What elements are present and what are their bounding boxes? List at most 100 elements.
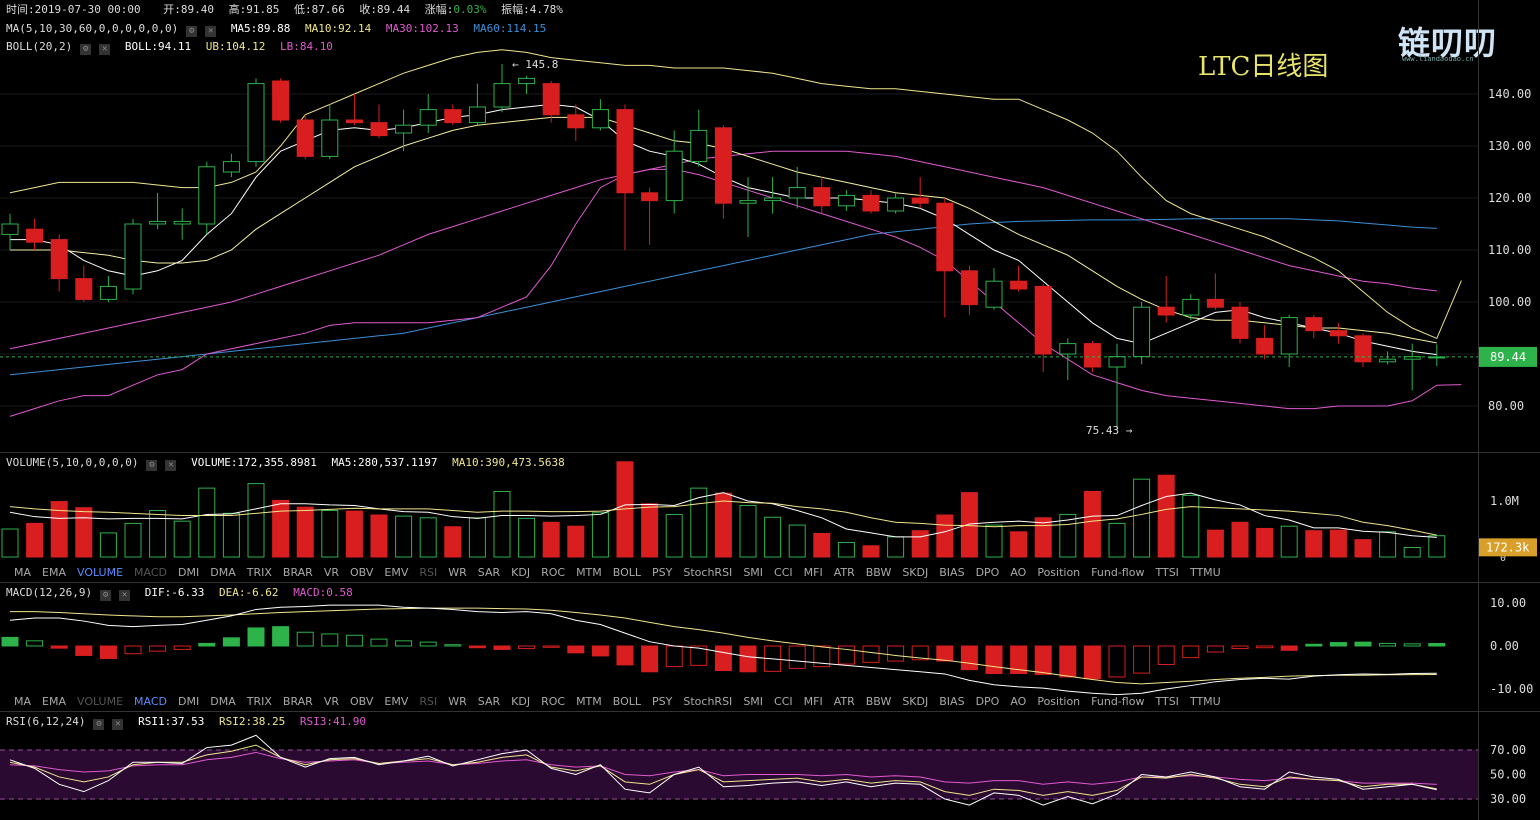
macd-histogram-bar bbox=[714, 645, 732, 672]
close-icon[interactable]: ✕ bbox=[165, 460, 177, 471]
indicator-tab-atr[interactable]: ATR bbox=[833, 566, 855, 579]
indicator-tab-rsi[interactable]: RSI bbox=[419, 566, 438, 579]
indicator-tab-vr[interactable]: VR bbox=[323, 566, 339, 579]
indicator-tab-dmi[interactable]: DMI bbox=[178, 566, 200, 579]
indicator-tab-smi[interactable]: SMI bbox=[743, 695, 764, 708]
indicator-tab-bbw[interactable]: BBW bbox=[865, 566, 892, 579]
indicator-tab-cci[interactable]: CCI bbox=[774, 566, 793, 579]
indicator-tab-macd[interactable]: MACD bbox=[134, 695, 168, 708]
indicator-tab-trix[interactable]: TRIX bbox=[246, 566, 272, 579]
indicator-tab-dpo[interactable]: DPO bbox=[975, 695, 1000, 708]
indicator-tab-sar[interactable]: SAR bbox=[477, 566, 501, 579]
ma30-value: MA30:102.13 bbox=[385, 22, 459, 35]
macd-histogram-bar bbox=[395, 640, 413, 647]
indicator-tab-obv[interactable]: OBV bbox=[350, 695, 374, 708]
indicator-tab-atr[interactable]: ATR bbox=[833, 695, 855, 708]
indicator-tab-bbw[interactable]: BBW bbox=[865, 695, 892, 708]
macd-histogram-bar bbox=[960, 645, 978, 671]
indicator-tabs-macd: MA EMA VOLUME MACD DMI DMA TRIX BRAR VR OBV EMV RSI… bbox=[14, 695, 1232, 708]
indicator-tab-wr[interactable]: WR bbox=[448, 695, 467, 708]
indicator-tab-boll[interactable]: BOLL bbox=[612, 695, 642, 708]
settings-icon[interactable]: ⚙ bbox=[80, 44, 92, 55]
indicator-tab-ma[interactable]: MA bbox=[14, 566, 32, 579]
indicator-tab-ao[interactable]: AO bbox=[1010, 695, 1027, 708]
indicator-tab-bias[interactable]: BIAS bbox=[939, 566, 965, 579]
indicator-tab-macd[interactable]: MACD bbox=[134, 566, 168, 579]
volume-bar bbox=[1428, 535, 1446, 558]
indicator-tab-position[interactable]: Position bbox=[1037, 566, 1081, 579]
indicator-tab-dma[interactable]: DMA bbox=[210, 566, 236, 579]
indicator-tab-skdj[interactable]: SKDJ bbox=[902, 566, 929, 579]
close-icon[interactable]: ✕ bbox=[99, 44, 111, 55]
candle-body bbox=[567, 114, 585, 129]
indicator-tab-ema[interactable]: EMA bbox=[42, 566, 66, 579]
volume-bar bbox=[1108, 522, 1126, 558]
indicator-tab-ttsi[interactable]: TTSI bbox=[1155, 566, 1179, 579]
indicator-tab-ma[interactable]: MA bbox=[14, 695, 32, 708]
indicator-tab-mfi[interactable]: MFI bbox=[803, 566, 823, 579]
indicator-tab-ttsi[interactable]: TTSI bbox=[1155, 695, 1179, 708]
indicator-tab-skdj[interactable]: SKDJ bbox=[902, 695, 929, 708]
close-label: 收:89.44 bbox=[359, 3, 410, 16]
candle-body bbox=[518, 77, 536, 85]
macd-histogram-bar bbox=[444, 644, 462, 647]
high-label-text: 高: bbox=[228, 3, 247, 16]
macd-histogram-bar bbox=[296, 631, 314, 647]
indicator-tab-emv[interactable]: EMV bbox=[384, 695, 409, 708]
indicator-tab-bias[interactable]: BIAS bbox=[939, 695, 965, 708]
indicator-tab-cci[interactable]: CCI bbox=[774, 695, 793, 708]
indicator-tab-vr[interactable]: VR bbox=[323, 695, 339, 708]
candle-body bbox=[1182, 298, 1200, 316]
indicator-tab-psy[interactable]: PSY bbox=[652, 695, 673, 708]
indicator-tab-stochrsi[interactable]: StochRSI bbox=[683, 566, 733, 579]
macd-histogram-bar bbox=[862, 645, 880, 663]
open-label-text: 开: bbox=[163, 3, 181, 16]
indicator-tab-roc[interactable]: ROC bbox=[541, 695, 566, 708]
volume-bar bbox=[665, 513, 683, 558]
macd-histogram-bar bbox=[1280, 645, 1298, 651]
indicator-tab-mtm[interactable]: MTM bbox=[576, 695, 602, 708]
boll-lb-line bbox=[9, 168, 1462, 417]
low-label: 低:87.66 bbox=[294, 3, 345, 16]
indicator-tab-position[interactable]: Position bbox=[1037, 695, 1081, 708]
indicator-tab-dpo[interactable]: DPO bbox=[975, 566, 1000, 579]
indicator-tab-brar[interactable]: BRAR bbox=[282, 695, 313, 708]
close-icon[interactable]: ✕ bbox=[119, 590, 131, 601]
close-icon[interactable]: ✕ bbox=[205, 26, 217, 37]
macd-histogram-bar bbox=[370, 638, 388, 647]
indicator-tab-sar[interactable]: SAR bbox=[477, 695, 501, 708]
indicator-tab-fund-flow[interactable]: Fund-flow bbox=[1091, 695, 1145, 708]
indicator-tab-trix[interactable]: TRIX bbox=[246, 695, 272, 708]
settings-icon[interactable]: ⚙ bbox=[93, 719, 105, 730]
indicator-tab-brar[interactable]: BRAR bbox=[282, 566, 313, 579]
indicator-tab-mtm[interactable]: MTM bbox=[576, 566, 602, 579]
indicator-tab-mfi[interactable]: MFI bbox=[803, 695, 823, 708]
indicator-tab-ema[interactable]: EMA bbox=[42, 695, 66, 708]
indicator-tab-psy[interactable]: PSY bbox=[652, 566, 673, 579]
indicator-tab-fund-flow[interactable]: Fund-flow bbox=[1091, 566, 1145, 579]
indicator-tab-ttmu[interactable]: TTMU bbox=[1189, 566, 1221, 579]
settings-icon[interactable]: ⚙ bbox=[146, 460, 158, 471]
indicator-tab-dmi[interactable]: DMI bbox=[178, 695, 200, 708]
settings-icon[interactable]: ⚙ bbox=[100, 590, 112, 601]
indicator-tab-obv[interactable]: OBV bbox=[350, 566, 374, 579]
indicator-tab-kdj[interactable]: KDJ bbox=[511, 695, 531, 708]
indicator-tab-stochrsi[interactable]: StochRSI bbox=[683, 695, 733, 708]
volume-bar bbox=[75, 507, 93, 558]
indicator-tab-ttmu[interactable]: TTMU bbox=[1189, 695, 1221, 708]
indicator-tab-boll[interactable]: BOLL bbox=[612, 566, 642, 579]
candle-body bbox=[99, 285, 117, 300]
indicator-tab-ao[interactable]: AO bbox=[1010, 566, 1027, 579]
indicator-tab-rsi[interactable]: RSI bbox=[419, 695, 438, 708]
indicator-tab-volume[interactable]: VOLUME bbox=[76, 695, 124, 708]
indicator-tab-kdj[interactable]: KDJ bbox=[511, 566, 531, 579]
indicator-tab-volume[interactable]: VOLUME bbox=[76, 566, 124, 579]
indicator-tab-smi[interactable]: SMI bbox=[743, 566, 764, 579]
indicator-tab-emv[interactable]: EMV bbox=[384, 566, 409, 579]
indicator-tab-dma[interactable]: DMA bbox=[210, 695, 236, 708]
close-icon[interactable]: ✕ bbox=[112, 719, 124, 730]
settings-icon[interactable]: ⚙ bbox=[186, 26, 198, 37]
indicator-tab-roc[interactable]: ROC bbox=[541, 566, 566, 579]
indicator-tab-wr[interactable]: WR bbox=[448, 566, 467, 579]
